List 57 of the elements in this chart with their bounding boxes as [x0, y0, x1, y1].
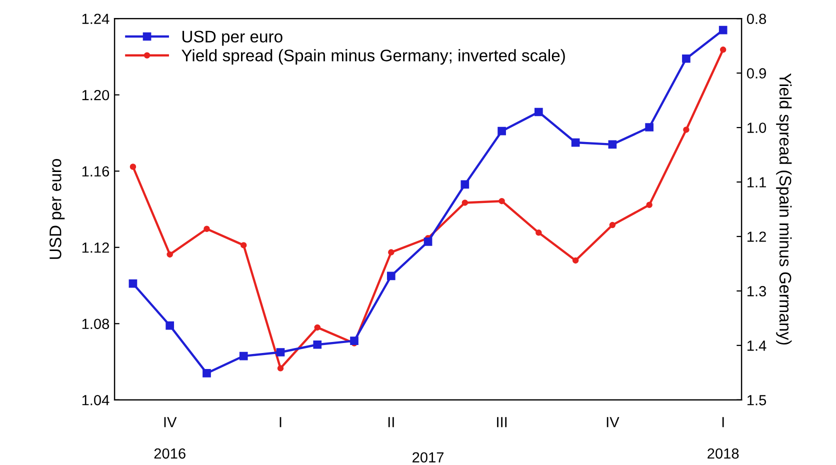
point — [130, 164, 136, 170]
point — [571, 138, 580, 147]
point — [608, 140, 617, 149]
point — [718, 26, 728, 34]
point — [388, 249, 394, 256]
point — [498, 198, 505, 204]
text: 2017 — [412, 452, 444, 463]
point — [239, 352, 248, 360]
y-tick-label: 1.24 — [82, 14, 110, 24]
point — [683, 126, 690, 133]
y2-tick-label: 1.2 — [748, 232, 766, 242]
y-tick-label: 1.20 — [82, 90, 110, 100]
legend-label: USD per euro — [182, 30, 282, 46]
y-tick-label: 1.16 — [82, 166, 110, 177]
point — [536, 230, 542, 236]
x-tick-label: I — [280, 417, 282, 428]
point — [682, 54, 690, 63]
point — [166, 321, 174, 330]
category-label: IV 2016 — [154, 417, 186, 459]
y2-tick-label: 1.3 — [748, 286, 766, 296]
point — [204, 226, 210, 232]
y2-tick-label: 1.1 — [748, 177, 766, 188]
point — [313, 340, 322, 349]
y-tick-label: 1.12 — [82, 242, 109, 253]
x-tick-label: III — [497, 417, 507, 428]
y2-tick-label: 1.5 — [748, 395, 766, 406]
point — [646, 202, 652, 208]
point — [645, 123, 654, 132]
y2-axis-title: Yield spread (Spain minus Germany) — [776, 73, 792, 345]
point — [386, 272, 396, 280]
x-tick-label: II — [388, 417, 394, 428]
y2-tick-label: 1.0 — [748, 122, 766, 133]
point — [202, 369, 211, 378]
point — [277, 365, 284, 372]
point — [424, 237, 432, 246]
y2-tick-label: 0.9 — [746, 68, 766, 78]
point — [609, 222, 616, 228]
category-label: I 2018 — [708, 417, 739, 459]
point — [462, 200, 468, 206]
point — [460, 180, 470, 189]
point — [572, 257, 579, 264]
y-tick-label: 1.08 — [82, 318, 110, 330]
point — [534, 108, 543, 116]
point — [350, 336, 358, 345]
point — [276, 348, 285, 356]
legend-label: Yield spread (Spain minus Germany; inverted scale) — [182, 49, 565, 65]
y2-tick-label: 1.4 — [748, 340, 766, 351]
point — [240, 242, 247, 248]
x-tick-label: IV — [606, 417, 620, 428]
point — [166, 251, 173, 258]
y-axis-title: USD per euro — [50, 159, 65, 259]
point — [720, 46, 726, 53]
point — [314, 324, 321, 331]
y2-tick-label: 0.8 — [746, 14, 766, 24]
point — [128, 279, 138, 288]
point — [498, 126, 506, 136]
y-tick-label: 1.04 — [82, 395, 110, 406]
